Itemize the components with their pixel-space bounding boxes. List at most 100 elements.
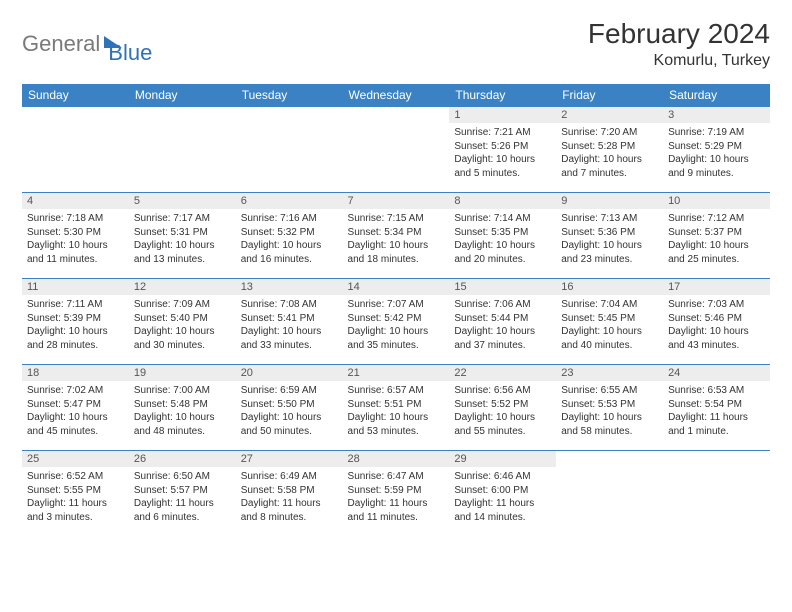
sunrise-text: Sunrise: 7:20 AM bbox=[561, 126, 658, 140]
day-number: 5 bbox=[129, 193, 236, 209]
sunrise-text: Sunrise: 6:57 AM bbox=[348, 384, 445, 398]
day-number: 24 bbox=[663, 365, 770, 381]
daylight-text: Daylight: 10 hours and 48 minutes. bbox=[134, 411, 231, 438]
weekday-header: Saturday bbox=[663, 84, 770, 107]
day-details: Sunrise: 6:49 AMSunset: 5:58 PMDaylight:… bbox=[236, 467, 343, 527]
day-number: 28 bbox=[343, 451, 450, 467]
sunset-text: Sunset: 5:44 PM bbox=[454, 312, 551, 326]
day-details: Sunrise: 6:50 AMSunset: 5:57 PMDaylight:… bbox=[129, 467, 236, 527]
day-details: Sunrise: 7:00 AMSunset: 5:48 PMDaylight:… bbox=[129, 381, 236, 441]
calendar-table: Sunday Monday Tuesday Wednesday Thursday… bbox=[22, 84, 770, 537]
sunrise-text: Sunrise: 7:16 AM bbox=[241, 212, 338, 226]
calendar-cell: 5Sunrise: 7:17 AMSunset: 5:31 PMDaylight… bbox=[129, 193, 236, 279]
day-number: 6 bbox=[236, 193, 343, 209]
sunrise-text: Sunrise: 7:19 AM bbox=[668, 126, 765, 140]
day-details: Sunrise: 7:16 AMSunset: 5:32 PMDaylight:… bbox=[236, 209, 343, 269]
weekday-header: Wednesday bbox=[343, 84, 450, 107]
sunrise-text: Sunrise: 7:06 AM bbox=[454, 298, 551, 312]
calendar-cell: 9Sunrise: 7:13 AMSunset: 5:36 PMDaylight… bbox=[556, 193, 663, 279]
brand-part2: Blue bbox=[108, 40, 152, 66]
calendar-cell bbox=[556, 451, 663, 537]
day-number: 10 bbox=[663, 193, 770, 209]
sunrise-text: Sunrise: 6:56 AM bbox=[454, 384, 551, 398]
sunrise-text: Sunrise: 7:08 AM bbox=[241, 298, 338, 312]
sunset-text: Sunset: 5:57 PM bbox=[134, 484, 231, 498]
calendar-cell: 24Sunrise: 6:53 AMSunset: 5:54 PMDayligh… bbox=[663, 365, 770, 451]
sunrise-text: Sunrise: 7:07 AM bbox=[348, 298, 445, 312]
day-details: Sunrise: 6:57 AMSunset: 5:51 PMDaylight:… bbox=[343, 381, 450, 441]
sunrise-text: Sunrise: 6:55 AM bbox=[561, 384, 658, 398]
daylight-text: Daylight: 10 hours and 16 minutes. bbox=[241, 239, 338, 266]
sunrise-text: Sunrise: 7:17 AM bbox=[134, 212, 231, 226]
title-block: February 2024 Komurlu, Turkey bbox=[588, 18, 770, 70]
calendar-cell: 10Sunrise: 7:12 AMSunset: 5:37 PMDayligh… bbox=[663, 193, 770, 279]
sunrise-text: Sunrise: 7:11 AM bbox=[27, 298, 124, 312]
weekday-header: Friday bbox=[556, 84, 663, 107]
day-details: Sunrise: 7:13 AMSunset: 5:36 PMDaylight:… bbox=[556, 209, 663, 269]
sunset-text: Sunset: 5:39 PM bbox=[27, 312, 124, 326]
sunset-text: Sunset: 5:47 PM bbox=[27, 398, 124, 412]
day-details: Sunrise: 7:07 AMSunset: 5:42 PMDaylight:… bbox=[343, 295, 450, 355]
calendar-cell: 11 Sunrise: 7:11 AMSunset: 5:39 PMDayligh… bbox=[22, 279, 129, 365]
day-details: Sunrise: 7:02 AMSunset: 5:47 PMDaylight:… bbox=[22, 381, 129, 441]
daylight-text: Daylight: 11 hours and 14 minutes. bbox=[454, 497, 551, 524]
calendar-cell: 21Sunrise: 6:57 AMSunset: 5:51 PMDayligh… bbox=[343, 365, 450, 451]
day-number: 17 bbox=[663, 279, 770, 295]
daylight-text: Daylight: 10 hours and 28 minutes. bbox=[27, 325, 124, 352]
sunrise-text: Sunrise: 7:21 AM bbox=[454, 126, 551, 140]
weekday-header: Monday bbox=[129, 84, 236, 107]
sunrise-text: Sunrise: 6:46 AM bbox=[454, 470, 551, 484]
sunrise-text: Sunrise: 6:49 AM bbox=[241, 470, 338, 484]
sunset-text: Sunset: 5:46 PM bbox=[668, 312, 765, 326]
day-details: Sunrise: 7:17 AMSunset: 5:31 PMDaylight:… bbox=[129, 209, 236, 269]
daylight-text: Daylight: 10 hours and 40 minutes. bbox=[561, 325, 658, 352]
daylight-text: Daylight: 10 hours and 5 minutes. bbox=[454, 153, 551, 180]
calendar-cell: 27Sunrise: 6:49 AMSunset: 5:58 PMDayligh… bbox=[236, 451, 343, 537]
sunset-text: Sunset: 5:29 PM bbox=[668, 140, 765, 154]
sunset-text: Sunset: 5:35 PM bbox=[454, 226, 551, 240]
day-details: Sunrise: 7:15 AMSunset: 5:34 PMDaylight:… bbox=[343, 209, 450, 269]
daylight-text: Daylight: 10 hours and 35 minutes. bbox=[348, 325, 445, 352]
day-number: 14 bbox=[343, 279, 450, 295]
brand-logo: General Blue bbox=[22, 22, 152, 66]
sunset-text: Sunset: 6:00 PM bbox=[454, 484, 551, 498]
daylight-text: Daylight: 11 hours and 3 minutes. bbox=[27, 497, 124, 524]
calendar-week-row: 1Sunrise: 7:21 AMSunset: 5:26 PMDaylight… bbox=[22, 107, 770, 193]
sunset-text: Sunset: 5:55 PM bbox=[27, 484, 124, 498]
day-number: 23 bbox=[556, 365, 663, 381]
day-details: Sunrise: 7:04 AMSunset: 5:45 PMDaylight:… bbox=[556, 295, 663, 355]
sunrise-text: Sunrise: 7:04 AM bbox=[561, 298, 658, 312]
calendar-cell: 15Sunrise: 7:06 AMSunset: 5:44 PMDayligh… bbox=[449, 279, 556, 365]
day-details: Sunrise: 7:20 AMSunset: 5:28 PMDaylight:… bbox=[556, 123, 663, 183]
day-number: 18 bbox=[22, 365, 129, 381]
calendar-cell bbox=[22, 107, 129, 193]
day-details: Sunrise: 6:47 AMSunset: 5:59 PMDaylight:… bbox=[343, 467, 450, 527]
day-number: 19 bbox=[129, 365, 236, 381]
day-details: Sunrise: 6:59 AMSunset: 5:50 PMDaylight:… bbox=[236, 381, 343, 441]
sunset-text: Sunset: 5:42 PM bbox=[348, 312, 445, 326]
sunset-text: Sunset: 5:48 PM bbox=[134, 398, 231, 412]
daylight-text: Daylight: 11 hours and 6 minutes. bbox=[134, 497, 231, 524]
calendar-cell: 7Sunrise: 7:15 AMSunset: 5:34 PMDaylight… bbox=[343, 193, 450, 279]
day-number: 11 bbox=[22, 279, 129, 295]
day-number: 16 bbox=[556, 279, 663, 295]
day-details: Sunrise: 6:56 AMSunset: 5:52 PMDaylight:… bbox=[449, 381, 556, 441]
day-number: 21 bbox=[343, 365, 450, 381]
day-details: Sunrise: 6:55 AMSunset: 5:53 PMDaylight:… bbox=[556, 381, 663, 441]
sunrise-text: Sunrise: 6:47 AM bbox=[348, 470, 445, 484]
daylight-text: Daylight: 10 hours and 37 minutes. bbox=[454, 325, 551, 352]
day-number: 22 bbox=[449, 365, 556, 381]
day-number: 25 bbox=[22, 451, 129, 467]
daylight-text: Daylight: 10 hours and 33 minutes. bbox=[241, 325, 338, 352]
day-number: 12 bbox=[129, 279, 236, 295]
calendar-cell: 29Sunrise: 6:46 AMSunset: 6:00 PMDayligh… bbox=[449, 451, 556, 537]
day-details: Sunrise: 7:21 AMSunset: 5:26 PMDaylight:… bbox=[449, 123, 556, 183]
day-number: 8 bbox=[449, 193, 556, 209]
calendar-cell: 20Sunrise: 6:59 AMSunset: 5:50 PMDayligh… bbox=[236, 365, 343, 451]
sunrise-text: Sunrise: 7:13 AM bbox=[561, 212, 658, 226]
sunset-text: Sunset: 5:51 PM bbox=[348, 398, 445, 412]
calendar-cell: 12Sunrise: 7:09 AMSunset: 5:40 PMDayligh… bbox=[129, 279, 236, 365]
day-number: 7 bbox=[343, 193, 450, 209]
calendar-cell: 6Sunrise: 7:16 AMSunset: 5:32 PMDaylight… bbox=[236, 193, 343, 279]
sunset-text: Sunset: 5:59 PM bbox=[348, 484, 445, 498]
